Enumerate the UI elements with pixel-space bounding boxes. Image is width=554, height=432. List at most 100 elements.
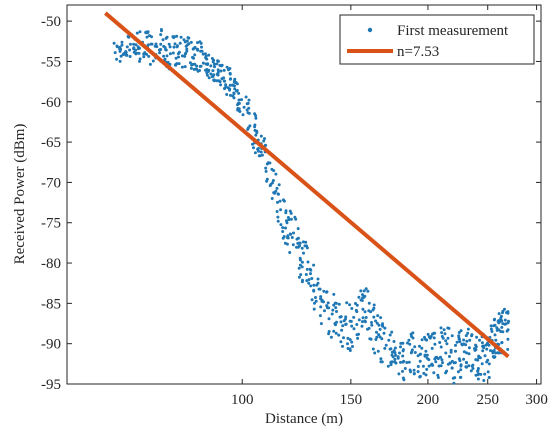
scatter-point <box>314 296 317 299</box>
scatter-point <box>376 349 380 353</box>
scatter-point <box>501 330 505 334</box>
scatter-point <box>449 348 453 352</box>
scatter-point <box>367 309 371 313</box>
scatter-point <box>467 352 471 356</box>
scatter-point <box>439 355 442 359</box>
scatter-point <box>259 134 263 138</box>
scatter-point <box>178 41 182 45</box>
scatter-point <box>476 373 480 377</box>
scatter-point <box>339 320 343 324</box>
scatter-point <box>427 335 431 339</box>
scatter-point <box>382 331 386 335</box>
scatter-point <box>305 267 309 271</box>
scatter-point <box>301 278 304 282</box>
scatter-point <box>323 309 326 313</box>
scatter-point <box>378 335 382 339</box>
scatter-point <box>506 347 510 351</box>
scatter-point <box>409 351 413 355</box>
scatter-point <box>423 353 427 357</box>
scatter-point <box>486 370 490 374</box>
scatter-point <box>354 302 357 305</box>
scatter-point <box>257 149 260 153</box>
scatter-point <box>188 61 192 65</box>
scatter-point <box>457 334 461 338</box>
scatter-point <box>352 327 356 331</box>
scatter-point <box>500 325 504 329</box>
scatter-point <box>142 55 146 59</box>
scatter-point <box>364 316 368 319</box>
scatter-point <box>168 45 172 49</box>
scatter-point <box>478 338 481 342</box>
x-axis-title: Distance (m) <box>265 411 343 427</box>
scatter-point <box>386 364 390 368</box>
scatter-point <box>128 48 132 52</box>
scatter-point <box>222 76 226 80</box>
scatter-point <box>158 51 162 55</box>
scatter-point <box>274 189 278 193</box>
scatter-point <box>487 362 491 366</box>
y-tick-label: -95 <box>41 377 61 393</box>
scatter-point <box>297 266 301 270</box>
scatter-point <box>146 31 149 35</box>
scatter-point <box>453 376 457 380</box>
scatter-point <box>262 139 266 143</box>
scatter-point <box>231 94 235 98</box>
scatter-point <box>179 35 183 39</box>
scatter-point <box>420 338 424 342</box>
scatter-point <box>299 273 303 277</box>
scatter-point <box>198 40 202 44</box>
scatter-point <box>120 43 124 47</box>
scatter-point <box>471 367 475 370</box>
scatter-point <box>162 44 166 48</box>
scatter-point <box>300 246 304 250</box>
scatter-point <box>191 62 195 66</box>
scatter-point <box>470 364 474 368</box>
scatter-point <box>452 381 456 385</box>
scatter-point <box>296 241 300 245</box>
scatter-point <box>462 357 466 361</box>
scatter-point <box>372 303 376 307</box>
scatter-point <box>427 358 431 362</box>
scatter-point <box>350 307 354 310</box>
scatter-point <box>212 58 216 62</box>
scatter-point <box>147 54 151 58</box>
scatter-point <box>286 234 290 238</box>
scatter-point <box>434 360 438 364</box>
scatter-point <box>401 376 405 380</box>
scatter-point <box>168 52 172 56</box>
scatter-point <box>159 28 163 31</box>
scatter-point <box>325 304 329 308</box>
scatter-point <box>374 338 378 341</box>
scatter-point <box>290 236 294 239</box>
fit-line <box>104 11 510 359</box>
scatter-point <box>500 341 504 345</box>
scatter-point <box>115 57 119 61</box>
scatter-point <box>440 331 444 335</box>
scatter-point <box>356 336 360 340</box>
scatter-point <box>317 287 321 291</box>
scatter-point <box>438 341 442 344</box>
scatter-point <box>405 361 409 364</box>
scatter-point <box>236 103 239 107</box>
scatter-point <box>418 344 421 348</box>
scatter-point <box>485 347 489 351</box>
scatter-point <box>219 64 223 68</box>
scatter-point <box>339 315 343 319</box>
scatter-point <box>401 341 405 345</box>
scatter-point <box>467 346 471 350</box>
scatter-point <box>458 359 462 363</box>
scatter-point <box>456 370 460 374</box>
scatter-point <box>398 351 401 355</box>
scatter-point <box>112 41 116 45</box>
scatter-series-first-measurement <box>112 28 510 385</box>
scatter-point <box>253 151 257 155</box>
scatter-point <box>318 314 322 318</box>
scatter-point <box>448 355 451 358</box>
scatter-point <box>151 59 155 63</box>
scatter-point <box>329 335 333 339</box>
scatter-point <box>389 363 393 367</box>
y-tick-label: -60 <box>41 95 61 111</box>
scatter-point <box>279 208 283 212</box>
scatter-point <box>466 327 470 331</box>
